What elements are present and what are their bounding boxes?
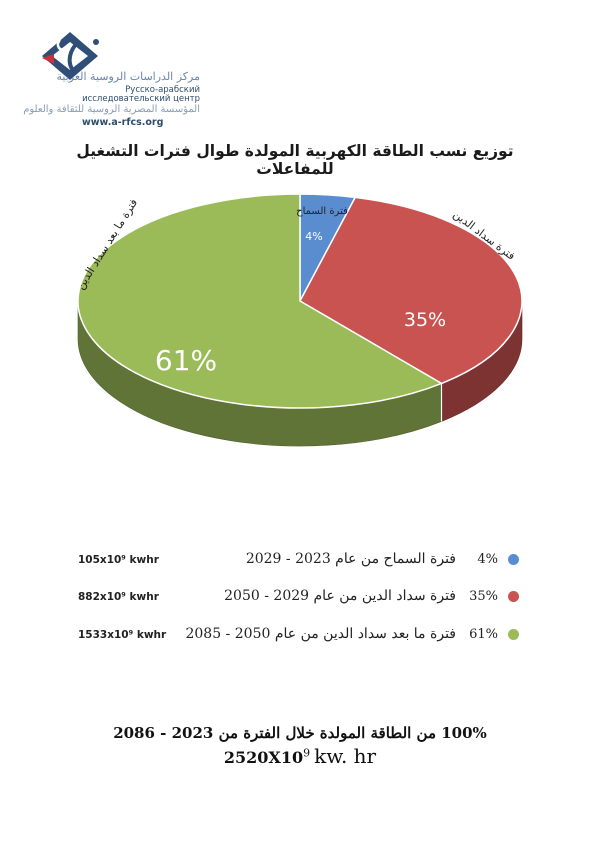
pie-category-label-0: فترة السماح bbox=[296, 206, 348, 217]
logo-arabic-subtitle: المؤسسة المصرية الروسية للثقافة والعلوم bbox=[23, 104, 200, 115]
logo: مركز الدراسات الروسية العربية Русско-ара… bbox=[23, 28, 200, 128]
footer-total: 2520X109 kw. hr bbox=[80, 744, 520, 768]
legend-label: فترة ما بعد سداد الدين من عام 2050 - 208… bbox=[185, 626, 456, 642]
logo-arabic-name: مركز الدراسات الروسية العربية bbox=[56, 70, 200, 83]
logo-russian-line1: Русско-арабский bbox=[125, 85, 200, 95]
legend-percent: 61% bbox=[469, 627, 498, 642]
pie-slice-2 bbox=[77, 193, 444, 409]
legend: 105x10⁹ kwhr فترة السماح من عام 2023 - 2… bbox=[0, 540, 600, 660]
legend-label: فترة سداد الدين من عام 2029 - 2050 bbox=[224, 588, 456, 604]
legend-unit: 105x10⁹ kwhr bbox=[78, 554, 159, 566]
pie-value-label-2: 61% bbox=[155, 344, 217, 377]
footer-total-base: 2520X10 bbox=[223, 748, 304, 767]
footer-summary: 100% من الطاقة المولدة خلال الفترة من 20… bbox=[113, 724, 487, 742]
legend-percent: 4% bbox=[477, 552, 498, 567]
pie-tops bbox=[77, 193, 523, 409]
logo-url: www.a-rfcs.org bbox=[82, 117, 164, 128]
footer-total-unit: kw. hr bbox=[314, 744, 377, 768]
legend-row-payback: 882x10⁹ kwhr فترة سداد الدين من عام 2029… bbox=[0, 587, 600, 607]
legend-swatch-payback bbox=[508, 591, 519, 602]
legend-swatch-grace bbox=[508, 554, 519, 565]
legend-label: فترة السماح من عام 2023 - 2029 bbox=[245, 551, 456, 567]
legend-unit: 882x10⁹ kwhr bbox=[78, 591, 159, 603]
legend-row-grace: 105x10⁹ kwhr فترة السماح من عام 2023 - 2… bbox=[0, 550, 600, 570]
pie-value-label-1: 35% bbox=[404, 309, 446, 331]
legend-percent: 35% bbox=[469, 589, 498, 604]
footer-total-exponent: 9 bbox=[303, 746, 311, 760]
legend-unit: 1533x10⁹ kwhr bbox=[78, 629, 167, 641]
legend-row-post: 1533x10⁹ kwhr فترة ما بعد سداد الدين من … bbox=[0, 625, 600, 645]
chart-title: توزيع نسب الطاقة الكهربية المولدة طوال ف… bbox=[76, 142, 514, 178]
pie-value-label-0: 4% bbox=[305, 230, 322, 243]
legend-swatch-post bbox=[508, 629, 519, 640]
logo-mark-icon bbox=[42, 32, 99, 80]
pie-slice-1 bbox=[298, 196, 523, 385]
logo-russian-line2: исследовательский центр bbox=[82, 94, 200, 104]
